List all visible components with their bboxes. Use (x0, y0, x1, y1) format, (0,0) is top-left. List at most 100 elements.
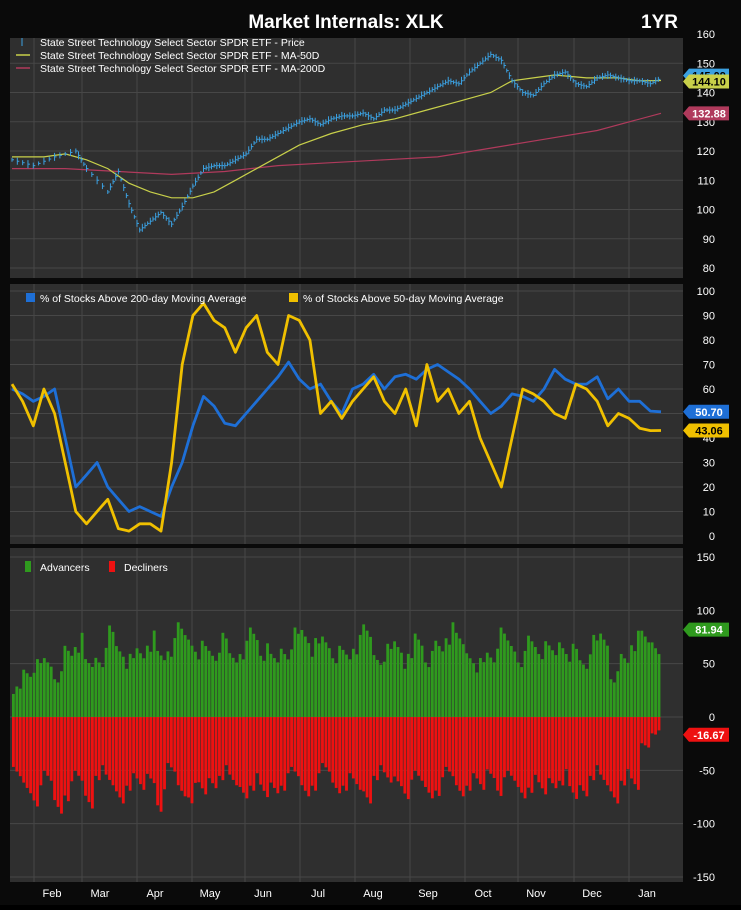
decliners-bar (334, 717, 338, 788)
chart-title: Market Internals: XLK (248, 12, 444, 33)
x-tick-label: May (200, 888, 221, 900)
decliners-bar (513, 717, 517, 781)
advancers-bar (585, 668, 589, 717)
decliners-bar (609, 717, 613, 792)
decliners-bar (588, 717, 592, 776)
advancers-bar (609, 679, 613, 717)
decliners-bar (279, 717, 283, 786)
decliners-bar (424, 717, 427, 787)
advancers-bar (626, 662, 630, 717)
advancers-bar (156, 650, 160, 717)
advancers-bar (176, 622, 180, 717)
decliners-bar (348, 717, 352, 774)
advancers-bar (540, 659, 544, 717)
decliners-bar (331, 717, 335, 783)
decliners-bar (444, 717, 448, 767)
decliners-bar (266, 717, 269, 798)
advancers-bar (77, 652, 81, 717)
decliners-bar (166, 717, 170, 764)
advancers-bar (303, 636, 307, 717)
panel-2-y-tick: 60 (703, 384, 715, 396)
advancers-bar (475, 672, 479, 717)
x-tick-label: Feb (43, 888, 62, 900)
panel-2-y-tick: 0 (709, 531, 715, 543)
legend-entry: State Street Technology Select Sector SP… (40, 37, 305, 49)
advancers-bar (544, 641, 548, 717)
advancers-bar (166, 651, 170, 717)
decliners-bar (509, 717, 513, 776)
decliners-bar (612, 717, 616, 798)
decliners-bar (231, 717, 235, 780)
decliners-bar (633, 717, 637, 785)
decliners-bar (547, 717, 551, 779)
decliners-bar (18, 717, 22, 777)
decliners-bar (554, 717, 558, 789)
decliners-bar (36, 717, 39, 807)
decliners-bar (530, 717, 534, 793)
advancers-bar (180, 628, 184, 717)
advancers-bar (331, 658, 335, 717)
decliners-bar (300, 717, 304, 786)
pct-above-50d-line (10, 301, 662, 533)
decliners-bar (307, 717, 311, 797)
decliners-bar (197, 717, 201, 783)
decliners-bar (643, 717, 647, 746)
advancers-bar (283, 654, 287, 717)
panel-3-y-tick: 50 (703, 659, 715, 671)
advancers-bar (379, 664, 383, 717)
advancers-bar (454, 632, 458, 717)
advancers-bar (578, 660, 582, 717)
decliners-bar (108, 717, 111, 780)
decliners-bar (427, 717, 431, 793)
decliners-bar (224, 717, 228, 766)
advancers-bar (362, 624, 366, 717)
decliners-bar (369, 717, 372, 804)
advancers-bar (279, 648, 283, 717)
decliners-bar (595, 717, 599, 766)
legend-entry: State Street Technology Select Sector SP… (40, 63, 326, 75)
decliners-bar (458, 717, 462, 791)
decliners-bar (180, 717, 184, 791)
advancers-bar (520, 667, 524, 717)
decliners-bar (115, 717, 118, 792)
advancers-bar (25, 673, 29, 717)
advancers-bar (523, 650, 527, 717)
decliners-bar (454, 717, 458, 786)
decliners-bar (290, 717, 293, 767)
decliners-bar (551, 717, 554, 784)
advancers-bar (334, 663, 338, 717)
advancers-bar (63, 645, 67, 717)
legend-200d-swatch (26, 293, 35, 302)
decliners-bar (101, 717, 105, 766)
advancers-bar (111, 631, 115, 717)
advancers-bar (547, 645, 551, 717)
advancers-bar (272, 658, 276, 717)
decliners-bar (32, 717, 36, 801)
advancers-bar (365, 630, 369, 717)
legend-advancers-swatch (25, 561, 31, 572)
advancers-bar (70, 655, 74, 717)
advancers-bar (630, 645, 633, 717)
decliners-bar (173, 717, 177, 772)
decliners-bar (42, 717, 46, 771)
decliners-bar (87, 717, 91, 803)
advancers-bar (238, 654, 242, 717)
advancers-bar (400, 652, 403, 717)
decliners-bar (211, 717, 214, 784)
decliners-bar (410, 717, 414, 780)
advancers-bar (503, 633, 506, 717)
decliners-bar (262, 717, 266, 791)
panel-3-y-tick: 0 (709, 712, 715, 724)
advancers-bar (595, 640, 599, 717)
advancers-bar (650, 642, 654, 717)
decliners-bar (94, 717, 98, 776)
decliners-bar (461, 717, 465, 797)
decliners-bar (527, 717, 530, 788)
decliners-bar (60, 717, 63, 814)
pct50-last-badge: 43.06 (683, 423, 729, 438)
decliners-bar (142, 717, 146, 790)
legend-200d: % of Stocks Above 200-day Moving Average (40, 293, 247, 305)
decliners-bar (485, 717, 489, 770)
decliners-bar (479, 717, 482, 785)
